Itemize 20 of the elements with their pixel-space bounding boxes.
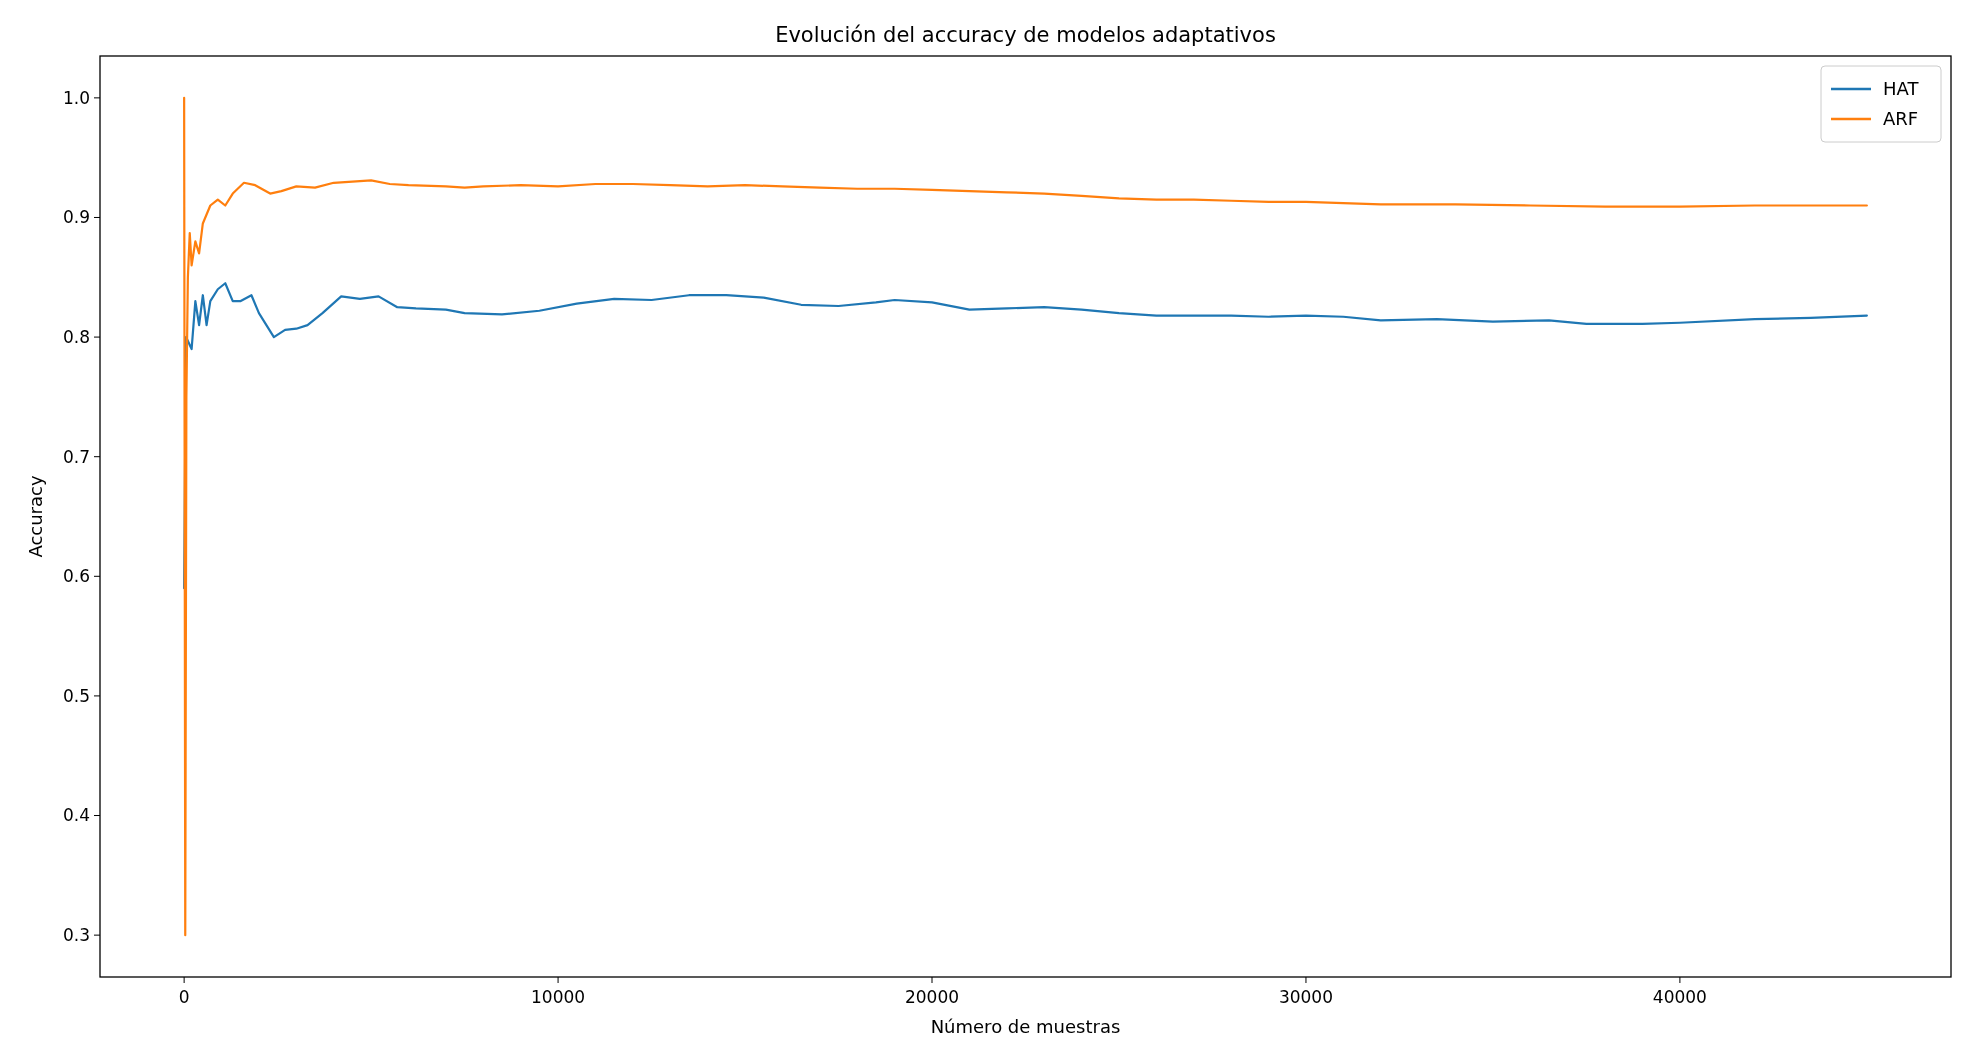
x-tick-label: 10000 [531, 987, 586, 1007]
x-tick-label: 0 [178, 987, 190, 1007]
y-tick-label: 0.3 [62, 925, 90, 946]
legend-label: ARF [1883, 108, 1919, 130]
y-tick-label: 0.8 [62, 327, 90, 348]
y-tick-label: 0.9 [62, 207, 90, 228]
x-tick-label: 30000 [1278, 987, 1333, 1007]
y-axis-title: Accuracy [25, 475, 46, 558]
x-tick-label: 40000 [1652, 987, 1707, 1007]
x-axis-title: Número de muestras [930, 1016, 1121, 1037]
legend-label: HAT [1883, 78, 1920, 100]
y-tick-label: 0.7 [62, 446, 90, 467]
line-series [183, 282, 1868, 590]
y-tick-label: 0.6 [62, 566, 90, 587]
y-tick-label: 0.5 [62, 685, 90, 706]
line-series [183, 96, 1868, 937]
chart-title: Evolución del accuracy de modelos adaptativos [775, 23, 1276, 47]
y-tick-label: 0.4 [62, 805, 90, 826]
y-tick-label: 1.0 [62, 87, 90, 108]
x-tick-label: 20000 [904, 987, 960, 1007]
